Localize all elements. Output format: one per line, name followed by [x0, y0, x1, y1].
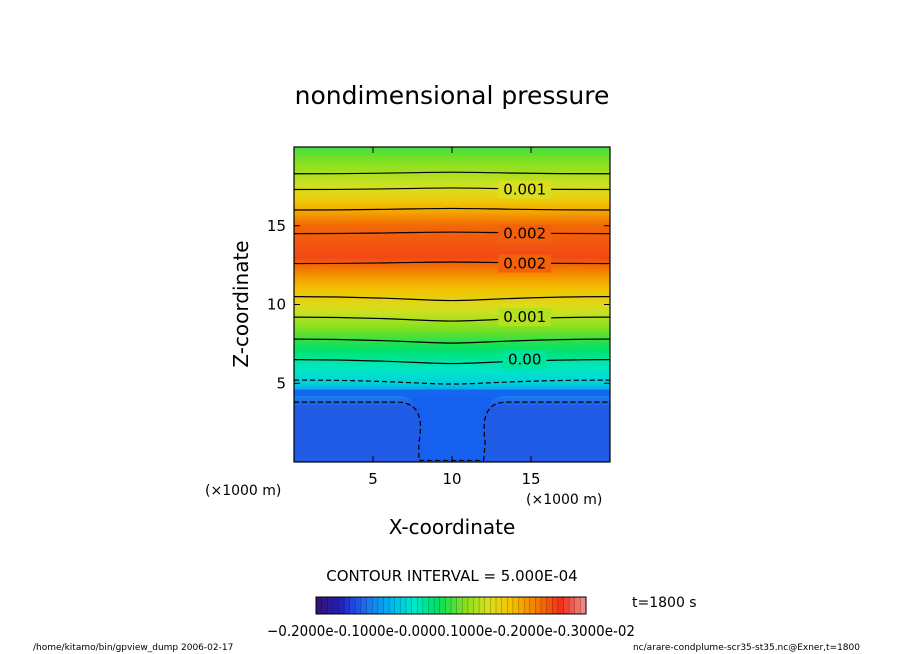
colorbar-swatch	[406, 597, 413, 614]
contour-label: 0.001	[503, 308, 546, 326]
colorbar-swatch	[355, 597, 362, 614]
colorbar-swatch	[316, 597, 323, 614]
colorbar-swatch	[473, 597, 480, 614]
contour-line	[294, 296, 610, 302]
colorbar-swatch	[580, 597, 587, 614]
contour-label: 0.002	[503, 255, 546, 273]
colorbar-swatch	[383, 597, 390, 614]
colorbar-swatch	[529, 597, 536, 614]
colorbar-swatch	[411, 597, 418, 614]
colorbar-swatch	[574, 597, 581, 614]
x-tick-label: 10	[442, 470, 461, 488]
colorbar-swatch	[496, 597, 503, 614]
colorbar-swatch	[462, 597, 469, 614]
colorbar-swatch	[557, 597, 564, 614]
y-tick-label: 15	[267, 217, 286, 235]
contour-line	[294, 379, 610, 385]
colorbar-swatch	[332, 597, 339, 614]
colorbar-swatch	[338, 597, 345, 614]
contour-label-bg	[498, 308, 552, 327]
contour-label-bg	[498, 224, 552, 243]
colorbar-swatch	[518, 597, 525, 614]
contour-line	[294, 401, 610, 462]
colorbar-swatch	[563, 597, 570, 614]
contour-label-bg	[502, 350, 547, 369]
contour-label: 0.002	[503, 225, 546, 243]
x-tick-label: 5	[368, 470, 378, 488]
colorbar-swatch	[344, 597, 351, 614]
contour-label: 0.00	[508, 351, 541, 369]
colorbar-swatch	[569, 597, 576, 614]
colorbar-tick-labels: −0.2000e-0.1000e-0.0000.1000e-0.2000e-0.…	[267, 622, 635, 640]
colorbar-swatch	[366, 597, 373, 614]
axis-ticks: 5 10 15 5 10 15	[267, 147, 610, 488]
colorbar-swatch	[361, 597, 368, 614]
colorbar-swatch	[400, 597, 407, 614]
y-axis-label: Z-coordinate	[229, 240, 253, 367]
colorbar-swatch	[434, 597, 441, 614]
colorbar-swatch	[484, 597, 491, 614]
colorbar-swatch	[490, 597, 497, 614]
plume-region	[294, 389, 610, 462]
colorbar-swatch	[546, 597, 553, 614]
colorbar-swatch	[512, 597, 519, 614]
time-label: t=1800 s	[632, 595, 697, 611]
colorbar-swatch	[417, 597, 424, 614]
colorbar-swatch	[377, 597, 384, 614]
colorbar-swatch	[327, 597, 334, 614]
x-axis-unit: (×1000 m)	[526, 492, 602, 508]
colorbar-frame	[315, 596, 587, 615]
colorbar-swatch	[372, 597, 379, 614]
y-tick-label: 10	[267, 296, 286, 314]
contour-line	[294, 338, 610, 344]
colorbar-swatch	[524, 597, 531, 614]
colorbar-swatch	[439, 597, 446, 614]
colorbar-swatch	[507, 597, 514, 614]
colorbar	[316, 597, 587, 614]
colorbar-swatch	[479, 597, 486, 614]
footer-left: /home/kitamo/bin/gpview_dump 2006-02-17	[33, 643, 233, 653]
contour-interval-text: CONTOUR INTERVAL = 5.000E-04	[326, 567, 577, 585]
contour-line	[294, 171, 610, 175]
contour-label-bg	[498, 180, 552, 199]
contour-lines: 0.00 0.001 0.002 0.002 0.001	[294, 171, 610, 462]
x-tick-label: 15	[521, 470, 540, 488]
colorbar-swatch	[389, 597, 396, 614]
colorbar-swatch	[428, 597, 435, 614]
colorbar-swatch	[501, 597, 508, 614]
contour-label: 0.001	[503, 181, 546, 199]
y-tick-label: 5	[276, 374, 286, 392]
colorbar-swatch	[552, 597, 559, 614]
colorbar-swatch	[541, 597, 548, 614]
colorbar-swatch	[535, 597, 542, 614]
colorbar-swatch	[456, 597, 463, 614]
contour-line	[294, 207, 610, 211]
chart-title: nondimensional pressure	[295, 81, 610, 110]
y-axis-unit: (×1000 m)	[205, 483, 281, 499]
colorbar-swatch	[422, 597, 429, 614]
contour-label-bg	[498, 254, 552, 273]
x-axis-label: X-coordinate	[389, 515, 516, 539]
colorbar-swatch	[445, 597, 452, 614]
colorbar-swatch	[321, 597, 328, 614]
colorbar-swatch	[394, 597, 401, 614]
colorbar-swatch	[451, 597, 458, 614]
colorbar-swatch	[467, 597, 474, 614]
footer-right: nc/arare-condplume-scr35-st35.nc@Exner,t…	[633, 643, 860, 653]
colorbar-swatch	[349, 597, 356, 614]
